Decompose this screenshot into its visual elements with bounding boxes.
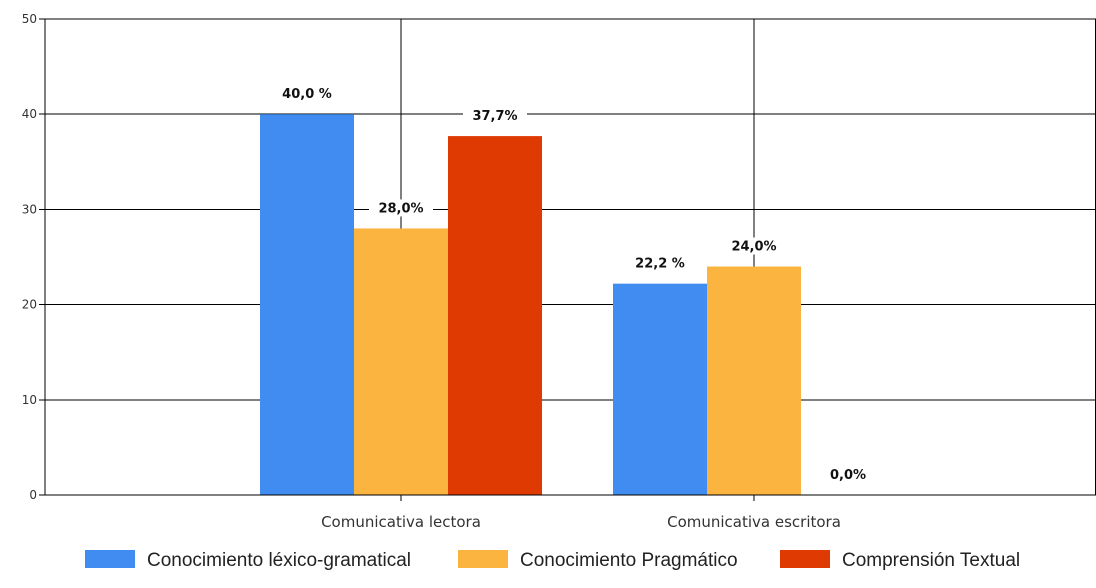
y-tick-label: 20 (22, 298, 37, 312)
data-label-background (816, 466, 880, 483)
x-tick-label: Comunicativa lectora (321, 513, 481, 531)
x-tick-label: Comunicativa escritora (667, 513, 841, 531)
data-label: 40,0 % (282, 87, 332, 102)
legend-label[interactable]: Conocimiento Pragmático (520, 550, 738, 571)
data-label-background (628, 254, 692, 272)
bar[interactable] (707, 266, 801, 495)
data-label-background (722, 237, 786, 255)
data-label: 0,0% (830, 468, 866, 483)
legend-label[interactable]: Conocimiento léxico-gramatical (147, 550, 411, 571)
bar[interactable] (354, 228, 448, 495)
data-label-background (369, 199, 433, 217)
legend-label[interactable]: Comprensión Textual (842, 550, 1020, 571)
data-label: 28,0% (378, 201, 423, 216)
y-tick-label: 30 (22, 202, 37, 216)
y-tick-label: 50 (22, 12, 37, 26)
y-tick-label: 10 (22, 393, 37, 407)
y-tick-label: 0 (29, 488, 37, 502)
data-label: 24,0% (731, 240, 776, 255)
data-label-background (463, 107, 527, 125)
y-tick-label: 40 (22, 107, 37, 121)
data-label: 22,2 % (635, 257, 685, 272)
bar[interactable] (260, 114, 354, 495)
bar[interactable] (613, 283, 707, 495)
legend-swatch[interactable] (458, 550, 508, 568)
legend-swatch[interactable] (780, 550, 830, 568)
bar[interactable] (448, 136, 542, 495)
data-label-background (275, 85, 339, 103)
legend-swatch[interactable] (85, 550, 135, 568)
data-label: 37,7% (472, 109, 517, 124)
